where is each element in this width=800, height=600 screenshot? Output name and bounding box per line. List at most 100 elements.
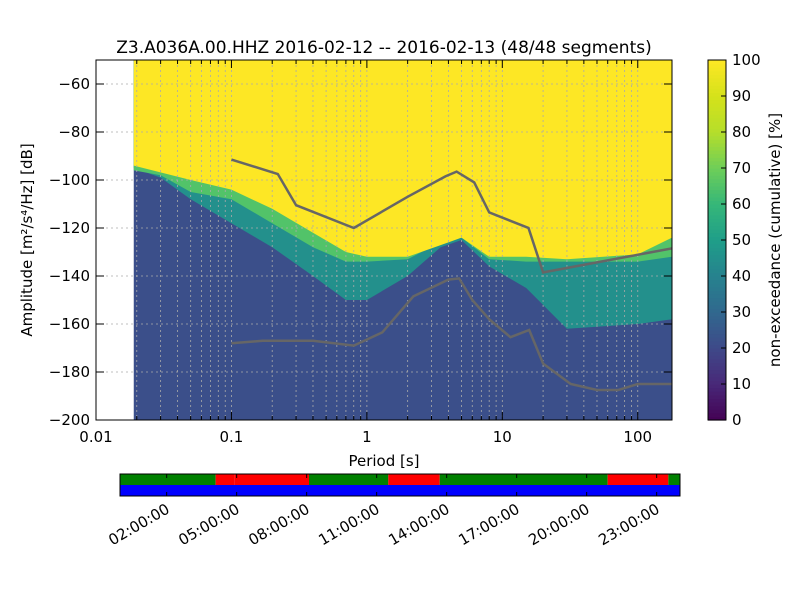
colorbar-cell	[708, 150, 726, 155]
colorbar-cell	[708, 182, 726, 187]
colorbar-cell	[708, 355, 726, 360]
x-tick-label: 1	[362, 428, 372, 446]
colorbar-cell	[708, 225, 726, 230]
colorbar-cell	[708, 315, 726, 320]
colorbar-cell	[708, 146, 726, 151]
colorbar-cell	[708, 322, 726, 327]
colorbar-cell	[708, 63, 726, 68]
timeline-tick-label: 20:00:00	[525, 500, 592, 549]
x-tick-label: 0.1	[220, 428, 244, 446]
segment-timeline: 02:00:00 05:00:00 08:00:00 11:00:00 14:00:00…	[105, 473, 681, 549]
colorbar-cell	[708, 74, 726, 79]
colorbar-cell	[708, 164, 726, 169]
colorbar-cell	[708, 279, 726, 284]
colorbar-cell	[708, 402, 726, 407]
colorbar-cell	[708, 337, 726, 342]
colorbar-cell	[708, 196, 726, 201]
colorbar-cell	[708, 200, 726, 205]
colorbar-cell	[708, 376, 726, 381]
colorbar-cell	[708, 254, 726, 259]
segment-gap	[638, 474, 659, 485]
colorbar-cell	[708, 265, 726, 270]
colorbar-cell	[708, 243, 726, 248]
colorbar-cell	[708, 153, 726, 158]
colorbar-cell	[708, 110, 726, 115]
timeline-tick-label: 02:00:00	[105, 500, 172, 549]
colorbar-cell	[708, 330, 726, 335]
colorbar-cell	[708, 128, 726, 133]
colorbar-cell	[708, 398, 726, 403]
colorbar-cell	[708, 312, 726, 317]
colorbar-cell	[708, 88, 726, 93]
colorbar-cell	[708, 121, 726, 126]
colorbar-cell	[708, 333, 726, 338]
colorbar-tick-label: 70	[732, 159, 751, 177]
colorbar-cell	[708, 276, 726, 281]
segment-ok	[668, 474, 680, 485]
colorbar-tick-label: 50	[732, 231, 751, 249]
colorbar-cell	[708, 272, 726, 277]
x-axis-label: Period [s]	[348, 452, 419, 470]
colorbar-cell	[708, 85, 726, 90]
colorbar-cell	[708, 373, 726, 378]
timeline-tick-label: 14:00:00	[385, 500, 452, 549]
colorbar-tick-label: 100	[732, 51, 761, 69]
colorbar-cell	[708, 344, 726, 349]
colorbar-cell	[708, 81, 726, 86]
colorbar-cell	[708, 384, 726, 389]
chart-title: Z3.A036A.00.HHZ 2016-02-12 -- 2016-02-13…	[116, 38, 651, 58]
colorbar-cell	[708, 218, 726, 223]
segment-gap	[234, 474, 309, 485]
colorbar-cell	[708, 229, 726, 234]
colorbar-tick-label: 10	[732, 375, 751, 393]
segment-gap	[659, 474, 669, 485]
colorbar-cell	[708, 412, 726, 417]
colorbar-cell	[708, 175, 726, 180]
y-tick-label: −80	[58, 123, 90, 141]
colorbar-cell	[708, 304, 726, 309]
colorbar-cell	[708, 106, 726, 111]
colorbar-cell	[708, 387, 726, 392]
colorbar-cell	[708, 348, 726, 353]
colorbar-cell	[708, 96, 726, 101]
y-axis-label: Amplitude [m²/s⁴/Hz] [dB]	[18, 143, 36, 336]
colorbar-cell	[708, 135, 726, 140]
colorbar-tick-label: 60	[732, 195, 751, 213]
colorbar-cell	[708, 369, 726, 374]
segment-gap	[215, 474, 235, 485]
colorbar-cell	[708, 290, 726, 295]
colorbar-cell	[708, 103, 726, 108]
colorbar-cell	[708, 211, 726, 216]
segment-ok	[439, 474, 608, 485]
colorbar-cell	[708, 351, 726, 356]
colorbar-cell	[708, 160, 726, 165]
segment-ok	[120, 474, 216, 485]
noise-model-curves	[231, 158, 672, 392]
colorbar-cell	[708, 132, 726, 137]
colorbar-cell	[708, 283, 726, 288]
x-axis-ticks: 0.01 0.1 1 10 100	[79, 60, 652, 446]
y-tick-label: −200	[49, 411, 90, 429]
colorbar-cell	[708, 99, 726, 104]
colorbar-cell	[708, 92, 726, 97]
colorbar-tick-label: 80	[732, 123, 751, 141]
colorbar-cell	[708, 139, 726, 144]
colorbar-cell	[708, 70, 726, 75]
colorbar-cell	[708, 409, 726, 414]
colorbar-cell	[708, 326, 726, 331]
colorbar-cell	[708, 319, 726, 324]
colorbar-cell	[708, 193, 726, 198]
colorbar: 0 10 20 30 40 50 60 70 80 90 100	[707, 51, 761, 429]
colorbar-tick-label: 20	[732, 339, 751, 357]
colorbar-cell	[708, 405, 726, 410]
colorbar-cell	[708, 297, 726, 302]
colorbar-cell	[708, 186, 726, 191]
colorbar-cell	[708, 301, 726, 306]
colorbar-cell	[708, 117, 726, 122]
colorbar-cell	[708, 114, 726, 119]
y-tick-label: −180	[49, 363, 90, 381]
colorbar-cell	[708, 204, 726, 209]
colorbar-cell	[708, 358, 726, 363]
colorbar-cell	[708, 366, 726, 371]
y-tick-label: −100	[49, 171, 90, 189]
